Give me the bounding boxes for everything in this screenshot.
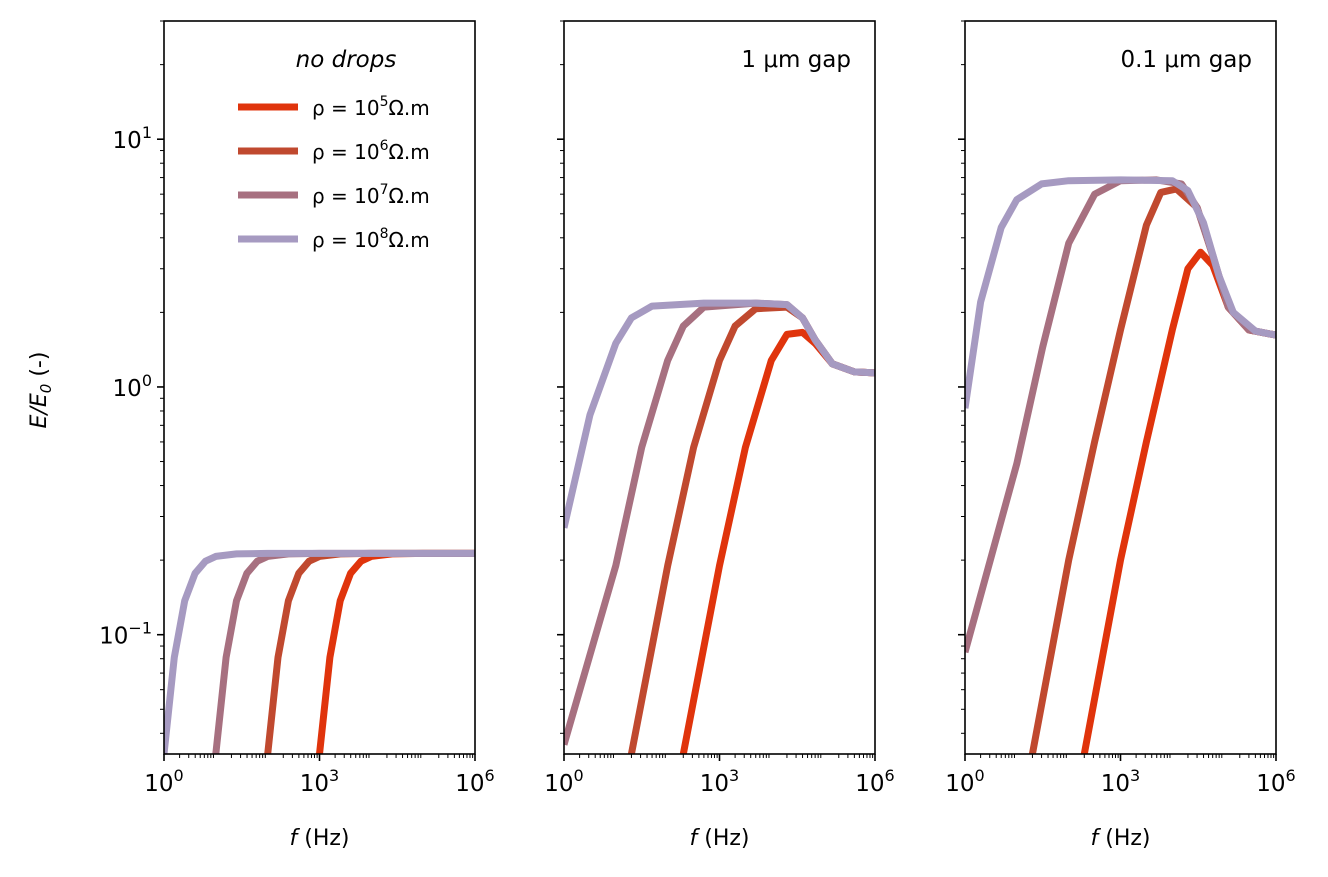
series-line-4: [164, 549, 475, 754]
panels: 100 103 106 101 100 10−1 f (Hz) 100 103 106 f (Hz)…: [99, 20, 1296, 851]
x-tick-label: 100: [945, 766, 984, 797]
y-tick-label: 10−1: [99, 619, 152, 650]
series-group: [564, 299, 875, 754]
y-tick-label: 100: [113, 371, 152, 402]
x-axis-label: f (Hz): [1091, 826, 1151, 851]
panel-title: 0.1 μm gap: [1120, 47, 1252, 73]
x-tick-label: 100: [544, 766, 583, 797]
x-axis-label: f (Hz): [290, 826, 350, 851]
x-tick-label: 106: [855, 766, 894, 797]
legend-label: ρ = 106Ω.m: [312, 138, 430, 164]
x-tick-label: 106: [455, 766, 494, 797]
series-line-4: [965, 176, 1276, 409]
panel-title: 1 μm gap: [741, 47, 851, 73]
x-axis-label: f (Hz): [690, 826, 750, 851]
panel-1: 100 103 106 101 100 10−1 f (Hz): [99, 20, 495, 851]
x-tick-label: 106: [1256, 766, 1295, 797]
panel-2: 100 103 106 f (Hz) 1 μm gap: [544, 20, 895, 851]
y-tick-label: 101: [113, 123, 152, 154]
legend-label: ρ = 108Ω.m: [312, 226, 430, 252]
legend-title: no drops: [296, 47, 397, 73]
x-tick-label: 103: [1101, 766, 1140, 797]
x-tick-label: 100: [144, 766, 183, 797]
legend-entries: ρ = 105Ω.m ρ = 106Ω.m ρ = 107Ω.m ρ = 108Ω.m: [238, 94, 430, 252]
series-group: [965, 176, 1276, 754]
legend-label: ρ = 107Ω.m: [312, 182, 430, 208]
legend: no drops ρ = 105Ω.mρ = 106Ω.mρ = 107Ω.mρ…: [238, 47, 430, 252]
series-group: [164, 549, 475, 754]
x-tick-label: 103: [700, 766, 739, 797]
y-axis-label: E/E0 (-): [27, 352, 55, 429]
x-tick-label: 103: [300, 766, 339, 797]
series-line-4: [564, 299, 875, 529]
panel-3: 100 103 106 f (Hz) 0.1 μm gap: [945, 20, 1296, 851]
legend-label: ρ = 105Ω.m: [312, 94, 430, 120]
